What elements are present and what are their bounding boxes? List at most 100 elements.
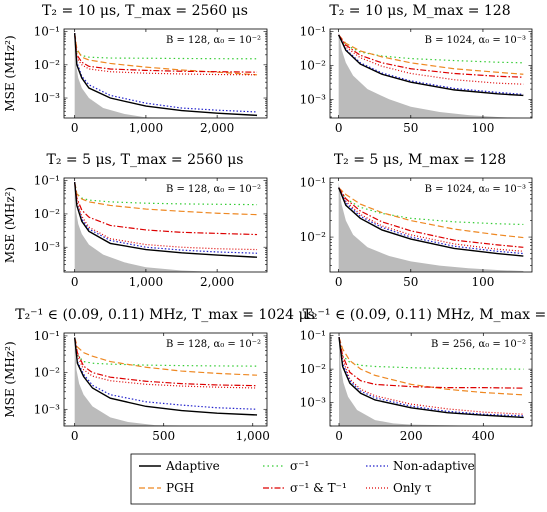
x-tick-label: 50 (403, 275, 418, 289)
series-nonadaptive-line (74, 337, 258, 410)
panel-annotation: B = 1024, α₀ = 10⁻³ (425, 184, 526, 195)
series-pgh-line (338, 187, 524, 239)
panel-title: T₂ = 10 μs, M_max = 128 (329, 3, 510, 19)
series-nonadaptive-line (338, 187, 524, 255)
series-nonadaptive-line (338, 34, 524, 95)
x-tick-label: 1,000 (129, 121, 163, 135)
y-tick-label: 10⁻¹ (34, 329, 60, 343)
x-tick-label: 1,000 (129, 275, 163, 289)
y-tick-label: 10⁻³ (34, 402, 61, 416)
series-pgh-line (338, 337, 524, 396)
y-tick-label: 10⁻¹ (34, 174, 60, 188)
series-pgh-line (74, 182, 258, 216)
plot-frame (329, 28, 533, 119)
y-tick-label: 10⁻¹ (34, 25, 60, 39)
x-tick-label: 50 (403, 121, 418, 135)
chart-panel-2: 0 50 100 10⁻³ 10⁻² 10⁻¹ B = 1024, α₀ = 10⁻³ T₂ … (300, 3, 533, 135)
series-sigmaT-line (338, 337, 524, 389)
series-adaptive-line (73, 33, 258, 117)
x-tick-label: 100 (471, 275, 494, 289)
y-tick-label: 10⁻² (300, 362, 327, 376)
y-tick-label: 10⁻³ (34, 91, 61, 105)
panel-annotation: B = 128, α₀ = 10⁻² (166, 339, 261, 350)
legend-label-nonadaptive: Non-adaptive (393, 459, 475, 473)
y-tick-label: 10⁻² (34, 366, 61, 380)
plot-frame (63, 177, 268, 273)
y-tick-label: 10⁻¹ (300, 175, 326, 189)
panel-annotation: B = 256, α₀ = 10⁻² (431, 339, 526, 350)
series-sigmaT-line (338, 34, 524, 78)
series-fill-area (74, 31, 258, 118)
y-tick-label: 10⁻³ (34, 240, 61, 254)
series-adaptive-line (73, 337, 258, 416)
y-tick-label: 10⁻² (300, 58, 327, 72)
panel-title: T₂⁻¹ ∈ (0.09, 0.11) MHz, M_max = 512 (303, 307, 547, 323)
series-adaptive-line (73, 182, 258, 258)
legend-label-onlytau: Only τ (393, 481, 432, 495)
series-onlytau-line (74, 33, 258, 76)
series-sigma-line (74, 33, 258, 60)
legend-label-sigma: σ⁻¹ (290, 459, 309, 473)
series-sigma-line (74, 337, 258, 367)
series-onlytau-line (338, 337, 524, 415)
chart-panel-1: 0 1,000 2,000 10⁻³ 10⁻² 10⁻¹ B = 128, α₀ = 10⁻… (3, 3, 268, 135)
x-tick-label: 0 (71, 429, 79, 443)
x-tick-label: 500 (152, 429, 175, 443)
series-adaptive-line (338, 34, 524, 97)
plot-area (338, 182, 524, 272)
series-sigmaT-line (74, 182, 258, 236)
plot-frame (63, 332, 268, 427)
panel-annotation: B = 1024, α₀ = 10⁻³ (425, 35, 526, 46)
x-tick-label: 0 (71, 121, 79, 135)
series-sigmaT-line (74, 33, 258, 73)
panel-annotation: B = 128, α₀ = 10⁻² (166, 184, 261, 195)
legend-label-adaptive: Adaptive (165, 459, 220, 473)
x-tick-label: 0 (71, 275, 79, 289)
chart-panel-4: 0 50 100 10⁻² 10⁻¹ B = 1024, α₀ = 10⁻³ T₂ = 5 … (300, 152, 533, 289)
y-axis-label: MSE (MHz²) (3, 187, 17, 263)
series-nonadaptive-line (74, 33, 258, 113)
y-axis-label: MSE (MHz²) (3, 35, 17, 111)
x-tick-label: 100 (471, 121, 494, 135)
chart-panel-5: 0 500 1,000 10⁻³ 10⁻² 10⁻¹ B = 128, α₀ = 10⁻² T… (3, 307, 315, 443)
legend-label-pgh: PGH (166, 481, 194, 495)
legend-label-sigmaT: σ⁻¹ & T⁻¹ (290, 481, 347, 495)
x-tick-label: 1,000 (236, 429, 270, 443)
x-tick-label: 400 (472, 429, 495, 443)
panel-title: T₂ = 5 μs, T_max = 2560 μs (47, 152, 244, 168)
series-adaptive-line (338, 337, 524, 419)
series-pgh-line (74, 337, 258, 376)
panel-annotation: B = 128, α₀ = 10⁻² (166, 35, 261, 46)
series-sigma-line (338, 337, 524, 370)
series-onlytau-line (74, 182, 258, 251)
series-nonadaptive-line (338, 337, 524, 417)
y-tick-label: 10⁻³ (300, 92, 327, 106)
plot-area (73, 31, 258, 118)
y-axis-label: MSE (MHz²) (3, 341, 17, 417)
y-tick-label: 10⁻¹ (300, 329, 326, 343)
panel-title: T₂ = 10 μs, T_max = 2560 μs (42, 3, 248, 19)
plot-area (338, 31, 524, 118)
panel-title: T₂⁻¹ ∈ (0.09, 0.11) MHz, T_max = 1024 μs (15, 307, 315, 323)
series-adaptive-line (338, 187, 524, 257)
series-nonadaptive-line (74, 182, 258, 254)
plot-area (73, 335, 258, 426)
x-tick-label: 0 (335, 121, 343, 135)
plot-area (73, 180, 258, 272)
series-pgh-line (74, 33, 258, 76)
series-sigmaT-line (338, 187, 524, 248)
series-fill-area (338, 182, 524, 272)
plot-frame (63, 28, 268, 119)
x-tick-label: 2,000 (200, 121, 234, 135)
plot-frame (329, 177, 533, 273)
series-pgh-line (338, 34, 524, 75)
y-tick-label: 10⁻³ (300, 396, 327, 410)
y-tick-label: 10⁻² (300, 230, 327, 244)
series-fill-area (74, 335, 258, 426)
legend: Adaptive σ⁻¹ Non-adaptive PGH σ⁻¹ & T⁻¹ Only … (130, 453, 476, 505)
x-tick-label: 0 (335, 275, 343, 289)
plot-area (338, 335, 524, 426)
panel-title: T₂ = 5 μs, M_max = 128 (334, 152, 506, 168)
series-sigma-line (338, 34, 524, 64)
